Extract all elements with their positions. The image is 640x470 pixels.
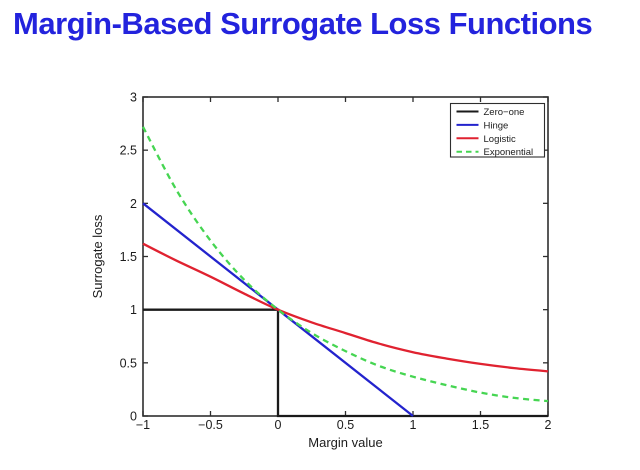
y-tick-label: 2.5	[120, 144, 137, 158]
y-tick-label: 3	[130, 91, 137, 105]
x-tick-label: 2	[545, 418, 552, 432]
page-title: Margin-Based Surrogate Loss Functions	[13, 6, 593, 41]
y-axis-label: Surrogate loss	[90, 214, 105, 298]
y-tick-label: 0	[130, 410, 137, 424]
y-tick-label: 1.5	[120, 250, 137, 264]
legend-label-zero-one: Zero−one	[484, 107, 525, 118]
x-tick-label: 1.5	[472, 418, 489, 432]
y-tick-label: 2	[130, 197, 137, 211]
series-line-logistic	[142, 242, 549, 373]
x-tick-label: −1	[136, 418, 150, 432]
x-axis-label: Margin value	[308, 435, 382, 450]
y-tick-label: 1	[130, 303, 137, 317]
x-tick-label: −0.5	[198, 418, 223, 432]
x-tick-label: 0	[275, 418, 282, 432]
x-tick-label: 1	[410, 418, 417, 432]
series-line-exponential	[141, 126, 549, 403]
y-tick-label: 0.5	[120, 356, 137, 370]
legend-label-hinge: Hinge	[484, 120, 509, 131]
x-tick-label: 0.5	[337, 418, 354, 432]
legend-label-exponential: Exponential	[484, 147, 534, 158]
legend-label-logistic: Logistic	[484, 134, 516, 145]
